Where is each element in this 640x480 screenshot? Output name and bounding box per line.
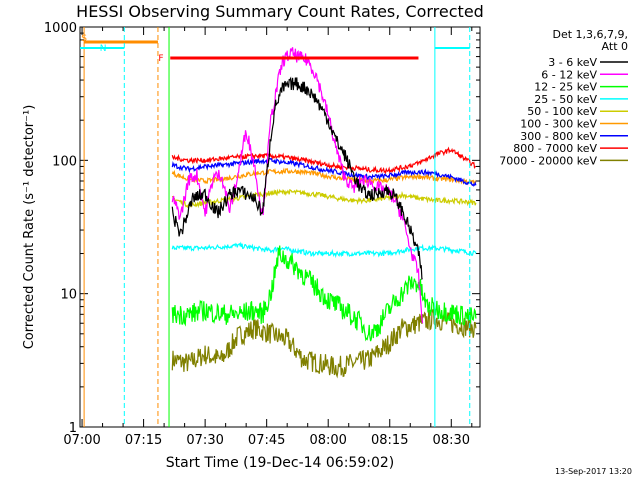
- series-line-7: [171, 146, 477, 175]
- x-axis-label: Start Time (19-Dec-14 06:59:02): [166, 455, 394, 471]
- saa-flag-label: S: [81, 34, 87, 44]
- legend-label: 25 - 50 keV: [534, 93, 597, 106]
- y-tick-label: 10: [60, 288, 77, 303]
- x-tick-label: 07:45: [248, 433, 285, 448]
- x-tick-label: 08:00: [309, 433, 346, 448]
- legend-label: 12 - 25 keV: [534, 81, 597, 94]
- series-line-3: [171, 241, 477, 259]
- x-tick-label: 08:30: [433, 433, 470, 448]
- y-tick-label: 1000: [44, 21, 77, 36]
- chart-title: HESSI Observing Summary Count Rates, Cor…: [76, 2, 484, 21]
- legend-header-line-1: Det 1,3,6,7,9,: [552, 28, 628, 41]
- legend-label: 50 - 100 keV: [527, 105, 597, 118]
- legend-label: 7000 - 20000 keV: [499, 154, 597, 167]
- legend-label: 300 - 800 keV: [520, 130, 597, 143]
- night-flag-label: N: [100, 44, 107, 54]
- legend-label: 3 - 6 keV: [548, 56, 597, 69]
- series-line-2: [171, 245, 477, 342]
- flare-flag-label: F: [158, 54, 163, 64]
- series-line-8: [171, 307, 477, 379]
- y-tick-label: 100: [52, 154, 77, 169]
- x-tick-label: 07:15: [125, 433, 162, 448]
- x-tick-label: 08:15: [371, 433, 408, 448]
- x-tick-label: 07:30: [186, 433, 223, 448]
- footer-timestamp: 13-Sep-2017 13:20: [555, 467, 632, 476]
- legend-label: 100 - 300 keV: [520, 118, 597, 131]
- legend-label: 800 - 7000 keV: [513, 142, 597, 155]
- legend-header-line-2: Att 0: [602, 40, 628, 53]
- series-line-1: [171, 47, 424, 324]
- series-line-0: [171, 76, 423, 280]
- plot-frame: [79, 26, 481, 428]
- y-axis-label: Corrected Count Rate (s⁻¹ detector⁻¹): [22, 105, 37, 350]
- series-line-4: [171, 188, 477, 209]
- series-line-6: [171, 157, 477, 187]
- legend-label: 6 - 12 keV: [541, 68, 597, 81]
- x-tick-label: 07:00: [63, 433, 100, 448]
- y-tick-label: 1: [69, 421, 77, 436]
